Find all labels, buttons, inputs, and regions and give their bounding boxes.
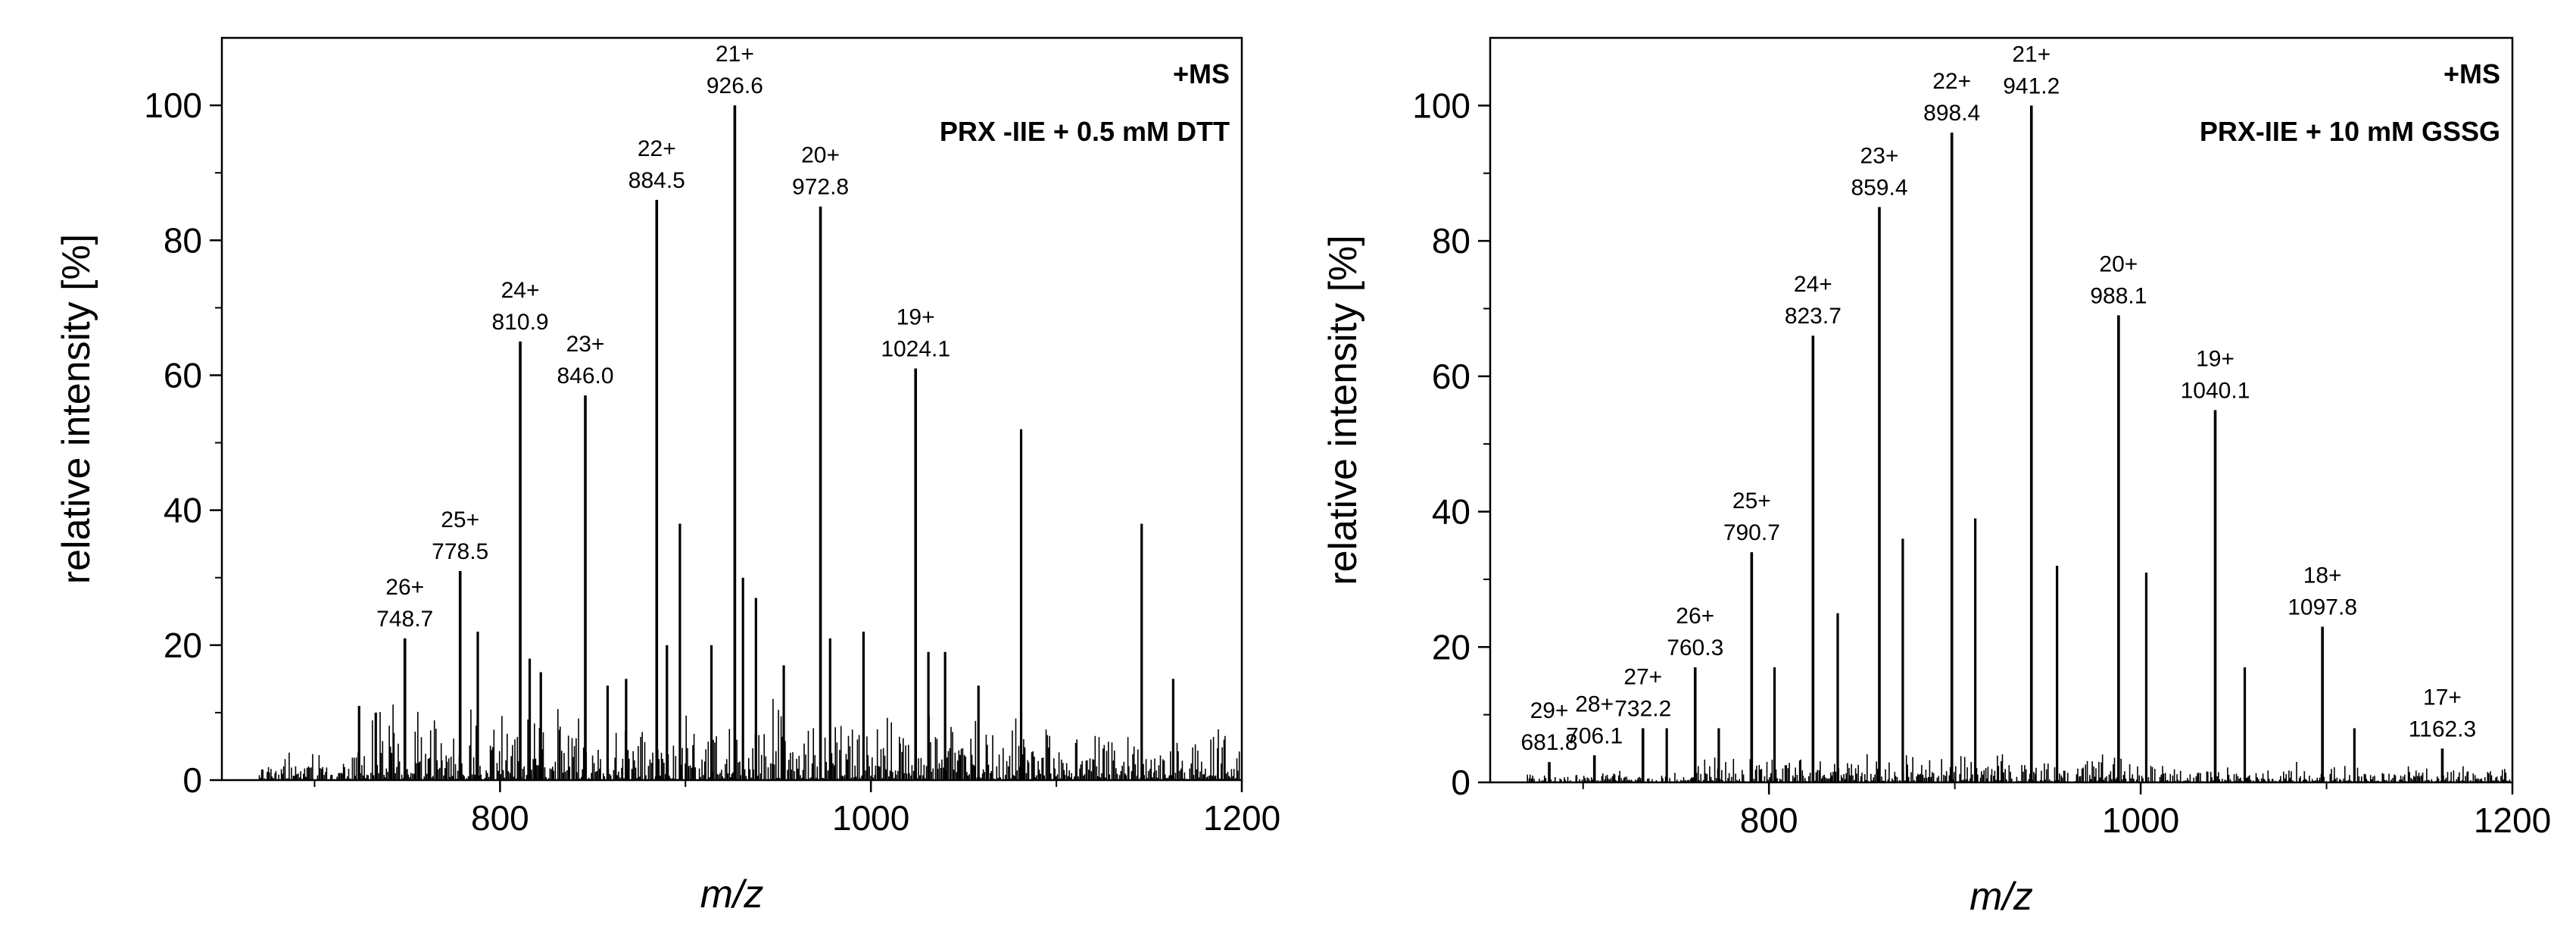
y-tick-label: 40 [1432,492,1470,532]
peak-mz-label: 884.5 [628,168,685,193]
peak-charge-label: 21+ [2012,42,2051,67]
annotation-sample: PRX-IIE + 10 mM GSSG [2200,116,2500,147]
y-tick-label: 60 [1432,357,1470,396]
y-tick-label: 80 [164,220,202,260]
plot-frame [1489,36,2514,784]
spectrum-chart-gssg: 29+ 681.8 28+ 706.1 27+ 732.2 26+ 760.3 25+ 790.7… [1321,36,2551,919]
x-tick-label: 1000 [2102,801,2179,840]
peak-charge-label: 17+ [2423,685,2462,710]
y-tick-label: 20 [1432,627,1470,666]
annotation-ms: +MS [1173,58,1230,89]
x-axis-label: m/z [700,873,764,916]
peak-charge-label: 28+ [1575,691,1614,716]
peak-charge-label: 20+ [801,143,840,168]
peak-charge-label: 24+ [501,278,540,303]
x-tick-label: 800 [471,798,529,838]
peak-charge-label: 26+ [1676,604,1714,629]
peak-mz-label: 941.2 [2003,73,2060,98]
peak-charge-label: 23+ [566,332,605,357]
x-tick-label: 1200 [1203,798,1280,838]
plot-frame [220,36,1243,782]
peak-charge-label: 27+ [1623,665,1662,690]
peak-charge-label: 18+ [2303,563,2342,588]
peak-charge-label: 24+ [1794,272,1832,297]
peak-charge-label: 26+ [385,575,424,600]
peak-charge-label: 22+ [1932,69,1971,94]
peak-mz-label: 748.7 [376,607,433,632]
peak-charge-label: 25+ [441,507,479,532]
peak-charge-label: 20+ [2099,251,2138,276]
y-tick-label: 40 [164,491,202,530]
peak-mz-label: 823.7 [1785,304,1842,329]
peak-charge-label: 29+ [1530,698,1569,723]
y-tick-label: 60 [164,355,202,395]
y-tick-label: 20 [164,626,202,665]
y-tick-label: 0 [182,760,202,800]
peak-charge-label: 19+ [2196,347,2235,372]
baseline-noise [1527,754,2511,782]
peak-mz-label: 681.8 [1521,730,1578,755]
x-tick-label: 1000 [832,798,909,838]
peak-mz-label: 846.0 [557,364,613,389]
peak-charge-label: 23+ [1860,143,1899,168]
noise-trace [258,698,1240,780]
annotation-sample: PRX -IIE + 0.5 mM DTT [940,116,1230,147]
peak-mz-label: 732.2 [1614,697,1671,722]
peak-mz-label: 1040.1 [2181,379,2250,404]
peak-charge-label: 22+ [638,136,676,161]
y-tick-label: 0 [1451,763,1470,802]
peak-mz-label: 898.4 [1923,101,1980,126]
annotation-ms: +MS [2443,58,2500,89]
peak-mz-label: 706.1 [1566,723,1623,748]
peak-mz-label: 778.5 [432,539,488,564]
noise-trace [1527,754,2511,782]
peak-mz-label: 859.4 [1851,175,1907,200]
peak-mz-label: 926.6 [706,73,763,98]
peak-mz-label: 972.8 [792,175,849,200]
y-tick-label: 100 [144,86,202,125]
peak-mz-label: 810.9 [492,310,549,335]
baseline-noise [258,698,1240,780]
spectrum-chart-dtt: 26+ 748.7 25+ 778.5 24+ 810.9 23+ 846.0 22+ 884.5… [55,36,1280,916]
peak-charge-label: 19+ [897,305,935,330]
peak-mz-label: 1162.3 [2409,716,2477,741]
y-axis-label: relative intensity [%] [55,234,98,584]
peak-mz-label: 790.7 [1723,520,1780,545]
x-axis-label: m/z [1969,875,2033,919]
peak-charge-label: 25+ [1732,489,1771,514]
y-tick-label: 80 [1432,221,1470,261]
x-tick-label: 800 [1740,801,1798,840]
peak-mz-label: 1097.8 [2288,595,2357,620]
x-tick-label: 1200 [2474,801,2551,840]
y-tick-label: 100 [1412,86,1470,125]
peak-mz-label: 1024.1 [881,337,950,362]
peak-mz-label: 760.3 [1667,635,1723,660]
peak-charge-label: 21+ [716,42,754,67]
y-axis-label: relative intensity [%] [1321,235,1365,585]
peak-mz-label: 988.1 [2090,283,2147,308]
